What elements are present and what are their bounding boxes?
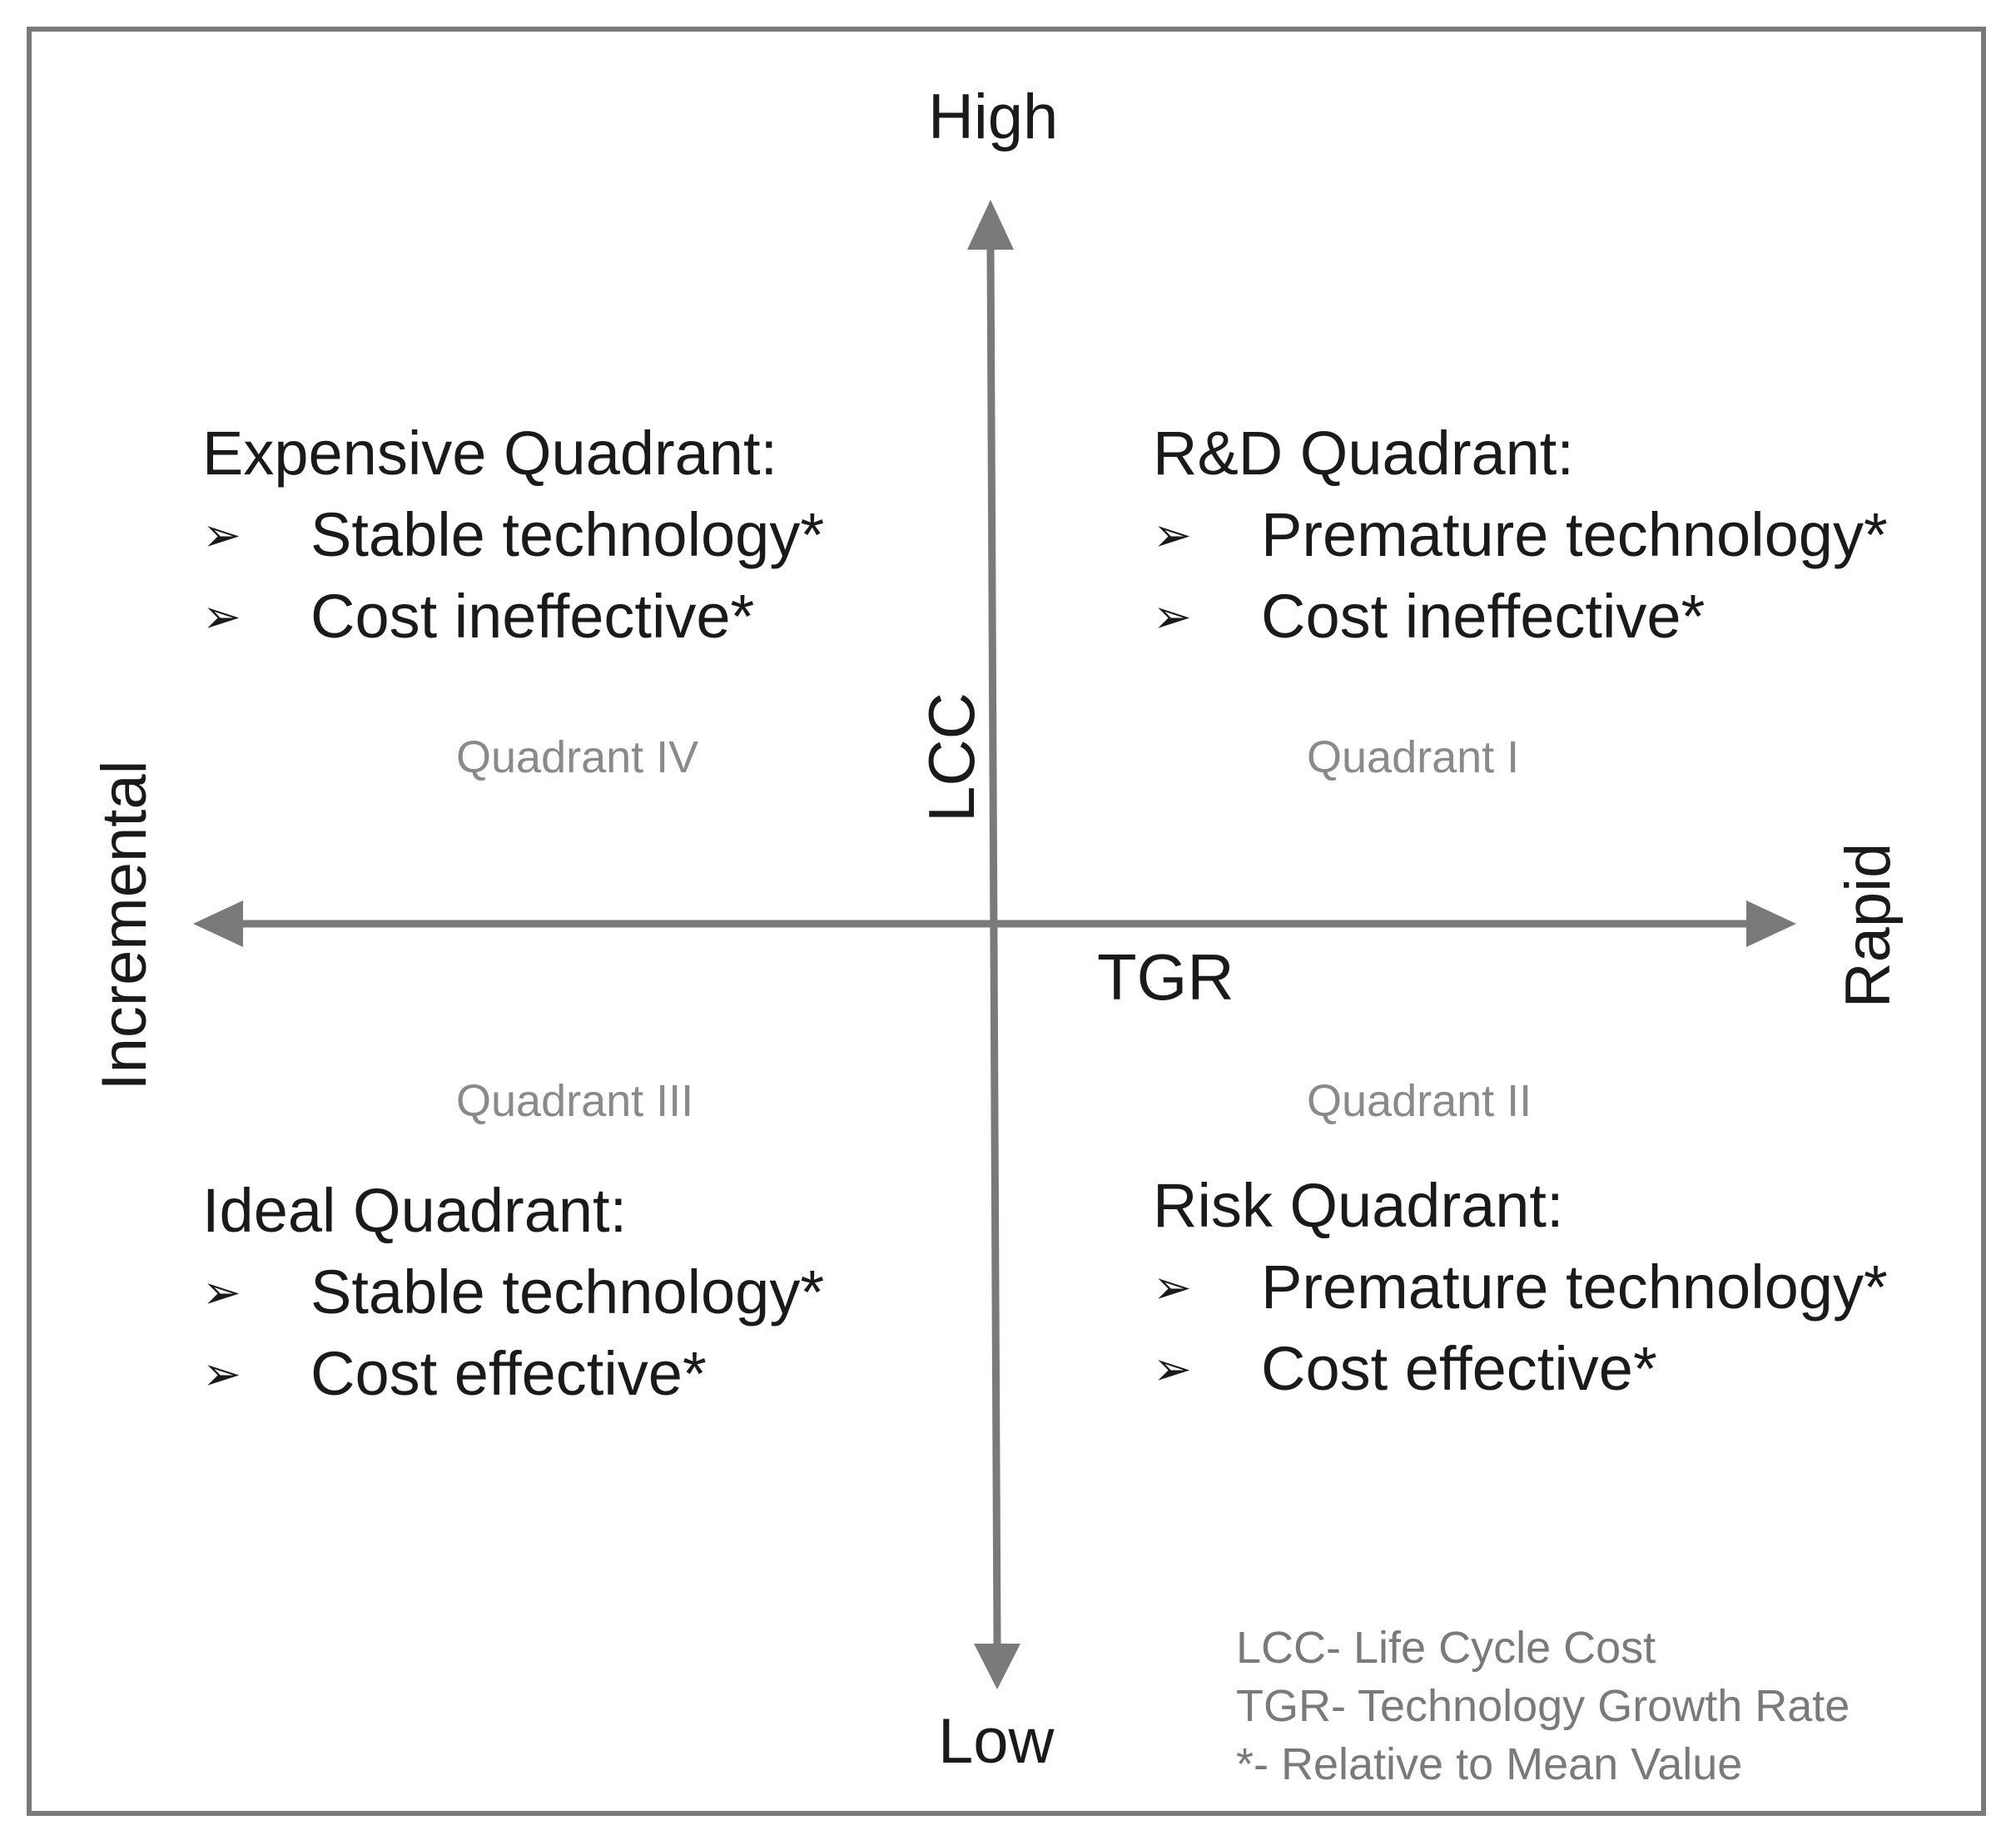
quadrant-title: Risk Quadrant: (1153, 1171, 1564, 1240)
bullet-arrow-icon: ➢ (202, 1347, 241, 1400)
quadrant-bullet: ➢ Cost ineffective* (202, 576, 824, 657)
bullet-arrow-icon: ➢ (1153, 1261, 1192, 1313)
quadrant-number-top-right: Quadrant I (1307, 732, 1520, 782)
horizontal-axis-left-arrow (193, 900, 243, 947)
quadrant-block-top-right: R&D Quadrant: ➢ Premature technology* ➢ … (1153, 413, 1888, 657)
bullet-arrow-icon: ➢ (202, 590, 241, 642)
quadrant-title: Expensive Quadrant: (202, 419, 778, 488)
legend-line-tgr: TGR- Technology Growth Rate (1236, 1681, 1850, 1731)
vertical-axis-line (986, 249, 1001, 1644)
vertical-axis-up-arrow (967, 200, 1014, 250)
quadrant-number-bottom-right: Quadrant II (1307, 1076, 1532, 1126)
quadrant-bullet: ➢ Premature technology* (1153, 494, 1888, 576)
bullet-text: Cost ineffective* (310, 582, 755, 651)
vertical-top-label: High (928, 82, 1059, 152)
bullet-arrow-icon: ➢ (1153, 508, 1192, 561)
quadrant-bullet: ➢ Cost effective* (1153, 1328, 1888, 1410)
bullet-text: Stable technology* (310, 500, 825, 569)
diagram-frame (27, 27, 1986, 1816)
vertical-axis-title: LCC (915, 692, 988, 823)
horizontal-axis-right-arrow (1746, 900, 1796, 947)
quadrant-bullet: ➢ Cost effective* (202, 1333, 824, 1415)
horizontal-left-label: Incremental (89, 760, 160, 1091)
quadrant-number-bottom-left: Quadrant III (456, 1076, 694, 1126)
quadrant-block-bottom-left: Ideal Quadrant: ➢ Stable technology* ➢ C… (202, 1170, 824, 1415)
quadrant-title: Ideal Quadrant: (202, 1176, 628, 1245)
quadrant-bullet: ➢ Premature technology* (1153, 1247, 1888, 1328)
bullet-text: Premature technology* (1261, 1252, 1888, 1322)
bullet-text: Stable technology* (310, 1257, 825, 1327)
horizontal-axis-title: TGR (1097, 940, 1234, 1014)
legend-line-lcc: LCC- Life Cycle Cost (1236, 1623, 1656, 1673)
quadrant-block-bottom-right: Risk Quadrant: ➢ Premature technology* ➢… (1153, 1165, 1888, 1410)
quadrant-block-top-left: Expensive Quadrant: ➢ Stable technology*… (202, 413, 824, 657)
legend: LCC- Life Cycle Cost TGR- Technology Gro… (1236, 1619, 1850, 1793)
bullet-arrow-icon: ➢ (202, 508, 241, 561)
bullet-arrow-icon: ➢ (202, 1266, 241, 1318)
quadrant-bullet: ➢ Cost ineffective* (1153, 576, 1888, 657)
bullet-arrow-icon: ➢ (1153, 590, 1192, 642)
bullet-text: Premature technology* (1261, 500, 1888, 569)
bullet-text: Cost ineffective* (1261, 582, 1706, 651)
quadrant-bullet: ➢ Stable technology* (202, 494, 824, 576)
vertical-axis-down-arrow (974, 1644, 1020, 1689)
vertical-bottom-label: Low (938, 1706, 1055, 1777)
quadrant-number-top-left: Quadrant IV (456, 732, 699, 782)
quadrant-bullet: ➢ Stable technology* (202, 1252, 824, 1333)
bullet-text: Cost effective* (1261, 1334, 1657, 1403)
legend-line-relative: *- Relative to Mean Value (1236, 1739, 1743, 1789)
quadrant-title: R&D Quadrant: (1153, 419, 1574, 488)
bullet-text: Cost effective* (310, 1339, 707, 1408)
horizontal-right-label: Rapid (1833, 842, 1904, 1009)
bullet-arrow-icon: ➢ (1153, 1342, 1192, 1395)
